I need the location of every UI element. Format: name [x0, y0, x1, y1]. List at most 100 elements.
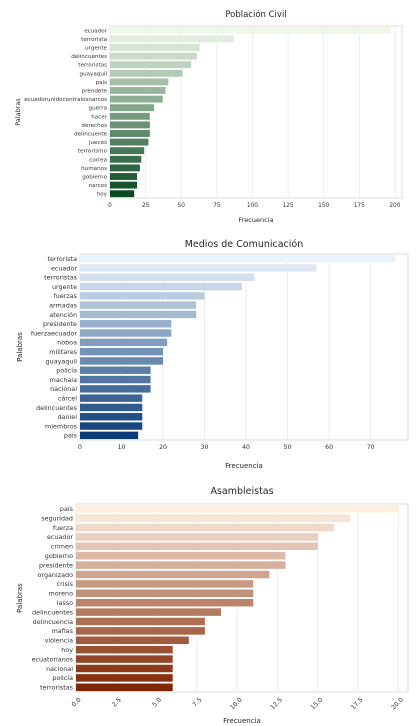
bar [80, 413, 143, 421]
category-label: terrorista [47, 255, 77, 263]
bar [110, 155, 142, 163]
bar [76, 664, 173, 673]
x-tick-label: 20 [159, 444, 167, 451]
chart-svg: Población Civil ecuador terrorista urgente d… [14, 9, 403, 224]
chart-title: Población Civil [225, 9, 286, 20]
category-label: delincuentes [32, 608, 74, 616]
category-label: fuerzas [54, 292, 78, 300]
bar [80, 422, 143, 430]
category-label: miembros [45, 422, 78, 430]
x-tick-label: 75 [213, 203, 221, 209]
bar [76, 589, 254, 598]
bar [110, 69, 183, 77]
bar [76, 570, 270, 579]
category-label: terrorista [81, 37, 107, 43]
x-tick-label: 0 [78, 444, 82, 451]
x-tick-label: 12.5 [269, 697, 284, 712]
category-label: terroristas [78, 63, 107, 69]
x-tick-label: 5.0 [151, 697, 163, 709]
category-label: daniel [57, 413, 77, 421]
chart-asambleistas: Asambleistas país seguridad fuerza ecuador cr… [0, 476, 416, 726]
bar [76, 542, 318, 551]
bar [80, 403, 143, 412]
bar [110, 190, 135, 198]
bar [76, 561, 286, 569]
bar [110, 44, 200, 51]
bar [110, 112, 150, 120]
category-label: país [64, 432, 78, 440]
category-label: guayaquil [46, 357, 78, 365]
x-tick-label: 20.0 [390, 697, 405, 712]
category-label: delincuente [74, 132, 107, 138]
bar [80, 394, 143, 402]
category-label: derechos [81, 123, 107, 129]
bar [80, 329, 172, 337]
x-axis-label: Frecuencia [223, 717, 261, 725]
category-label: crisis [57, 580, 74, 588]
category-label: noboa [57, 339, 77, 347]
y-axis-label: Palabras [16, 583, 24, 613]
bar [76, 523, 334, 532]
bar [110, 147, 145, 155]
bar [110, 78, 169, 86]
x-tick-label: 15.0 [310, 697, 325, 712]
category-label: terrorismo [78, 149, 108, 155]
category-label: urgente [85, 46, 107, 52]
category-label: narcos [88, 183, 107, 189]
category-label: atención [49, 311, 77, 319]
category-label: policía [52, 674, 73, 682]
category-label: gobierno [82, 175, 107, 181]
category-label: mafias [52, 627, 74, 635]
bar [76, 627, 205, 635]
category-label: nacional [50, 385, 77, 393]
x-tick-label: 70 [367, 444, 375, 451]
bar [80, 282, 242, 291]
category-label: fuerza [53, 524, 73, 532]
category-label: hoy [97, 192, 108, 198]
bar [110, 104, 155, 112]
x-tick-label: 17.5 [350, 697, 365, 712]
x-tick-label: 30 [201, 444, 209, 451]
category-label: terroristas [44, 274, 78, 282]
bar [110, 164, 140, 172]
bar [76, 504, 399, 513]
category-label: machala [50, 376, 77, 384]
x-tick-label: 2.5 [111, 697, 123, 709]
category-label: hoy [61, 646, 73, 654]
bar [80, 357, 164, 365]
x-axis-label: Frecuencia [225, 462, 263, 470]
bar [110, 138, 149, 146]
category-label: urgente [52, 283, 77, 291]
x-tick-label: 100 [247, 203, 258, 209]
category-label: ecuadorunidocontralosnarcos [24, 97, 107, 103]
x-tick-label: 7.5 [191, 697, 203, 709]
category-label: armadas [49, 301, 78, 309]
category-label: pais [96, 80, 108, 86]
category-label: seguridad [41, 514, 73, 522]
category-label: terroristas [40, 684, 74, 692]
category-label: guayaquil [80, 71, 108, 77]
bar [110, 95, 163, 103]
category-label: fuerzaecuador [31, 329, 78, 337]
bar [76, 533, 318, 541]
category-label: país [60, 505, 74, 513]
bar [80, 347, 164, 356]
bar [80, 273, 255, 281]
category-label: presidente [39, 561, 73, 569]
x-tick-label: 10.0 [229, 697, 244, 712]
chart-medios-de-comunicacion: Medios de Comunicación terrorista ecuador t… [0, 232, 416, 476]
category-label: prendete [82, 89, 108, 95]
category-label: violencia [45, 637, 74, 645]
category-label: humanos [81, 166, 107, 172]
chart-poblacion-civil: Población Civil ecuador terrorista urgente d… [0, 0, 416, 232]
bar [110, 181, 138, 189]
y-axis-label: Palabras [14, 98, 22, 126]
bar [76, 645, 173, 654]
category-label: guerra [89, 106, 107, 112]
bar [76, 617, 205, 626]
bar [76, 636, 189, 645]
x-tick-label: 40 [242, 444, 250, 451]
x-tick-label: 125 [283, 203, 294, 209]
